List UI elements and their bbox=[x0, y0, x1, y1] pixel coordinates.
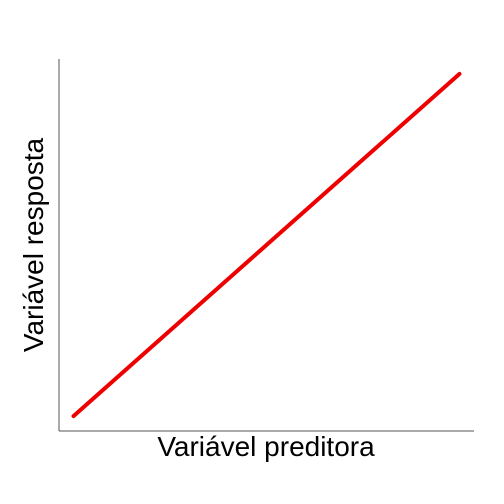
x-axis-title: Variável preditora bbox=[157, 431, 375, 462]
y-axis-title: Variável resposta bbox=[18, 137, 49, 352]
plot-area bbox=[58, 59, 474, 432]
series-layer bbox=[71, 71, 462, 419]
series-line-1 bbox=[71, 71, 462, 419]
